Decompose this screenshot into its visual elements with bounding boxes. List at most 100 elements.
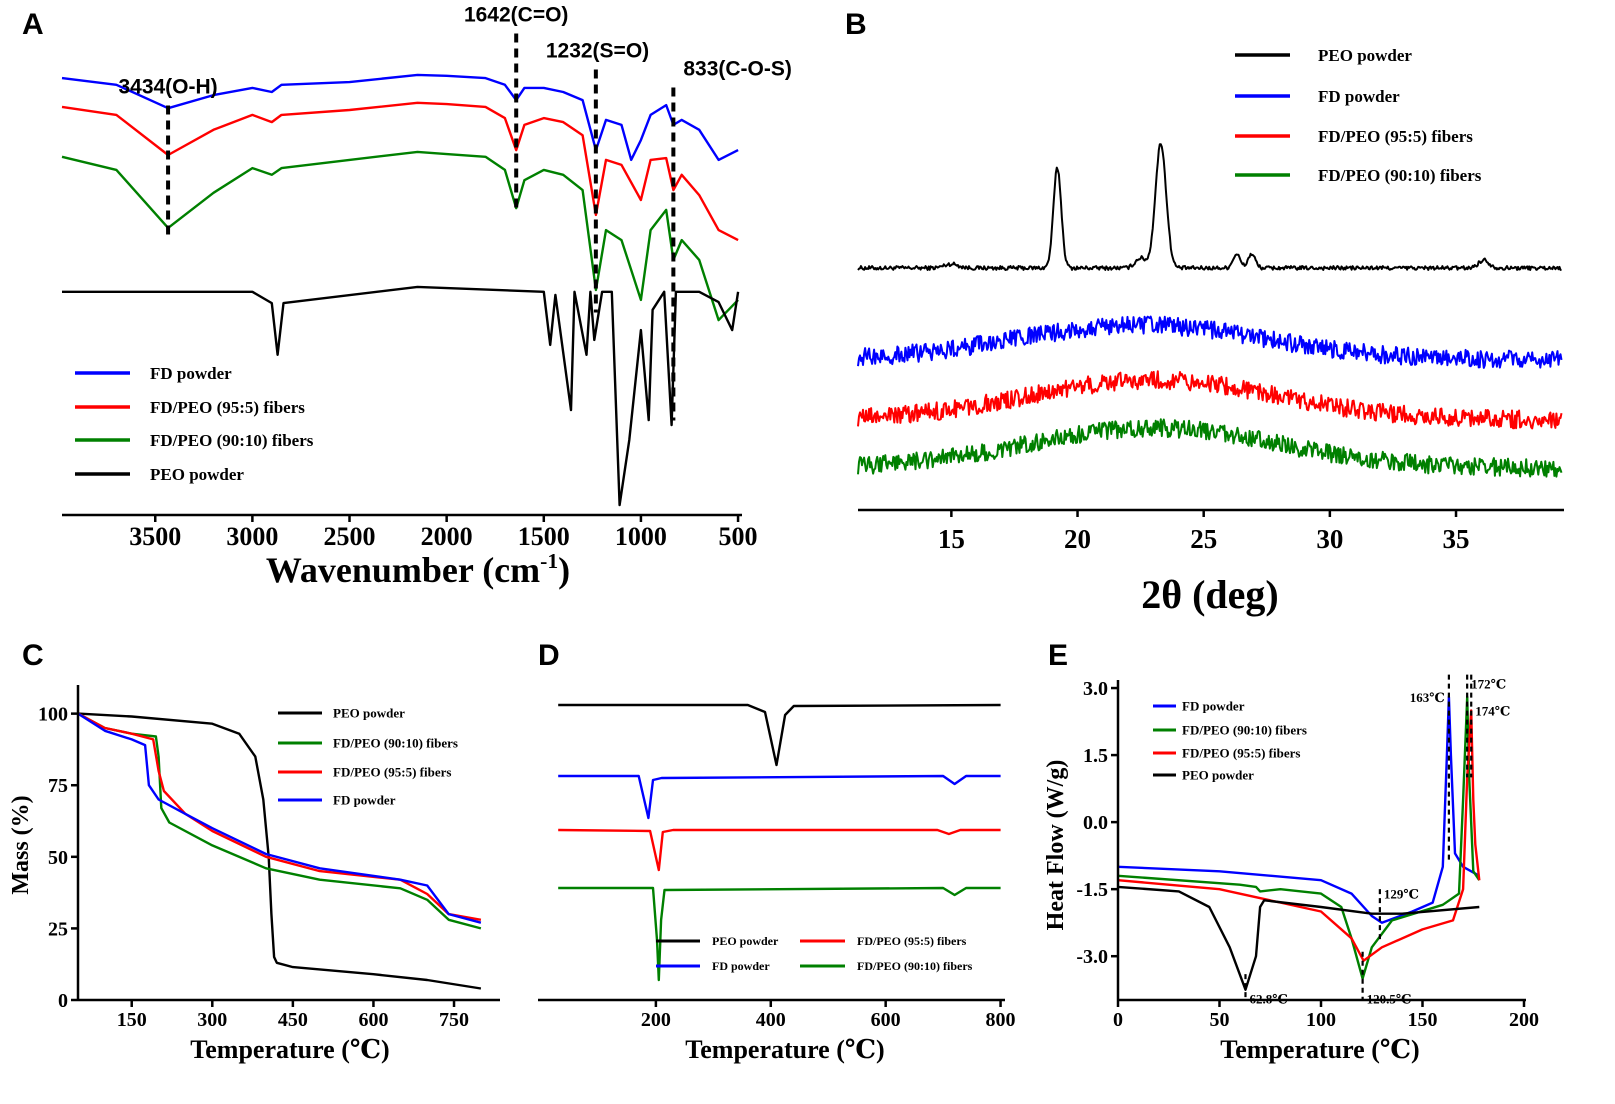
panel-label-b: B — [845, 8, 867, 41]
annotation-label: 129℃ — [1384, 887, 1419, 902]
series-line-fd-powder — [1117, 695, 1480, 924]
x-tick-label: 600 — [871, 1009, 901, 1031]
annotation-label: 174℃ — [1475, 703, 1510, 718]
legend-label: FD/PEO (95:5) fibers — [333, 765, 451, 780]
y-tick-label: 0.0 — [1083, 812, 1108, 834]
panel-label-e: E — [1048, 639, 1068, 672]
series-line-fd-peo-95-5-fibers — [857, 370, 1563, 430]
series-line-fd-peo-95-5-fibers — [77, 712, 482, 921]
annotation-label: 1232(S=O) — [546, 40, 649, 63]
series-line-fd-peo-90-10-fibers — [1117, 695, 1481, 980]
legend-label: FD/PEO (90:10) fibers — [1182, 723, 1307, 738]
panel-label-d: D — [538, 639, 560, 672]
x-axis-label-main: Wavenumber (cm — [266, 550, 540, 590]
series-line-peo-powder — [558, 703, 1001, 767]
x-tick-label: 600 — [358, 1009, 388, 1031]
x-tick-label: 800 — [986, 1009, 1016, 1031]
x-tick-label: 1000 — [615, 522, 667, 551]
legend-label: PEO powder — [712, 934, 779, 948]
legend-label: FD powder — [333, 793, 396, 808]
x-tick-label: 2000 — [421, 522, 473, 551]
x-tick-label: 35 — [1443, 524, 1470, 554]
x-tick-label: 30 — [1316, 524, 1343, 554]
x-tick-label: 25 — [1190, 524, 1217, 554]
x-axis-label: Wavenumber (cm-1) — [266, 549, 570, 590]
y-tick-label: 1.5 — [1083, 745, 1108, 767]
y-axis-label: Heat Flow (W/g) — [1043, 760, 1069, 931]
legend-label: PEO powder — [1182, 768, 1254, 783]
legend-label: FD powder — [1182, 699, 1245, 714]
x-tick-label: 500 — [719, 522, 758, 551]
legend-label: FD/PEO (90:10) fibers — [1318, 166, 1482, 185]
series-line-fd-peo-95-5-fibers — [1117, 709, 1481, 962]
annotation-label: 62.8℃ — [1249, 992, 1287, 1007]
x-tick-label: 750 — [439, 1009, 469, 1031]
x-axis-label: Temperature (℃) — [685, 1035, 884, 1064]
x-tick-label: 200 — [1509, 1009, 1539, 1031]
series-line-fd-powder — [77, 712, 482, 924]
x-tick-label: 3500 — [129, 522, 181, 551]
legend-label: FD/PEO (95:5) fibers — [1182, 746, 1300, 761]
x-tick-label: 50 — [1210, 1009, 1230, 1031]
annotation-label: 3434(O-H) — [118, 76, 217, 99]
y-tick-label: 100 — [38, 704, 68, 726]
x-axis-label-superscript: -1 — [540, 549, 558, 573]
series-line-fd-peo-90-10-fibers — [857, 418, 1563, 478]
x-tick-label: 2500 — [324, 522, 376, 551]
series-line-fd-powder — [857, 315, 1563, 369]
y-tick-label: -1.5 — [1076, 879, 1108, 901]
annotation-label: 163℃ — [1410, 690, 1445, 705]
legend-label: FD powder — [1318, 87, 1400, 106]
x-tick-label: 300 — [197, 1009, 227, 1031]
series-line-peo-powder — [1117, 885, 1480, 991]
series-line-peo-powder — [857, 143, 1562, 271]
legend-label: FD/PEO (90:10) fibers — [857, 959, 973, 973]
x-tick-label: 1500 — [518, 522, 570, 551]
legend-label: FD powder — [712, 959, 770, 973]
legend-label: FD/PEO (95:5) fibers — [150, 398, 305, 417]
x-tick-label: 150 — [117, 1009, 147, 1031]
x-tick-label: 150 — [1408, 1009, 1438, 1031]
y-axis-label: Mass (%) — [8, 795, 34, 894]
series-line-fd-powder — [558, 774, 1001, 820]
x-axis-label: Temperature (℃) — [190, 1035, 389, 1064]
annotation-label: 833(C-O-S) — [683, 58, 792, 81]
x-tick-label: 100 — [1306, 1009, 1336, 1031]
x-tick-label: 20 — [1064, 524, 1091, 554]
y-tick-label: -3.0 — [1076, 946, 1108, 968]
x-axis-label-end: ) — [558, 550, 570, 590]
x-axis-label: 2θ (deg) — [1141, 572, 1279, 617]
series-line-fd-peo-90-10-fibers — [558, 886, 1001, 982]
y-tick-label: 0 — [58, 990, 68, 1012]
x-tick-label: 15 — [938, 524, 965, 554]
legend-label: FD/PEO (95:5) fibers — [857, 934, 967, 948]
x-axis-label: Temperature (℃) — [1220, 1035, 1419, 1064]
panel-label-a: A — [22, 8, 44, 41]
legend-label: FD/PEO (90:10) fibers — [333, 736, 458, 751]
legend-label: FD/PEO (90:10) fibers — [150, 431, 314, 450]
legend-label: FD/PEO (95:5) fibers — [1318, 127, 1473, 146]
y-tick-label: 75 — [48, 775, 68, 797]
annotation-label: 1642(C=O) — [464, 4, 568, 27]
series-line-fd-powder — [61, 73, 739, 162]
legend-label: PEO powder — [150, 465, 244, 484]
series-line-peo-powder — [77, 712, 482, 990]
y-tick-label: 3.0 — [1083, 678, 1108, 700]
legend-label: PEO powder — [333, 706, 405, 721]
x-tick-label: 400 — [756, 1009, 786, 1031]
y-tick-label: 25 — [48, 918, 68, 940]
x-tick-label: 200 — [641, 1009, 671, 1031]
series-line-fd-peo-95-5-fibers — [558, 828, 1001, 872]
x-tick-label: 3000 — [226, 522, 278, 551]
annotation-label: 172℃ — [1471, 677, 1506, 692]
series-line-fd-peo-95-5-fibers — [61, 101, 739, 242]
annotation-label: 120.5℃ — [1367, 992, 1412, 1007]
panel-label-c: C — [22, 639, 44, 672]
y-tick-label: 50 — [48, 847, 68, 869]
x-tick-label: 450 — [278, 1009, 308, 1031]
x-tick-label: 0 — [1113, 1009, 1123, 1031]
legend-label: FD powder — [150, 364, 232, 383]
legend-label: PEO powder — [1318, 46, 1412, 65]
series-line-fd-peo-90-10-fibers — [61, 150, 739, 322]
